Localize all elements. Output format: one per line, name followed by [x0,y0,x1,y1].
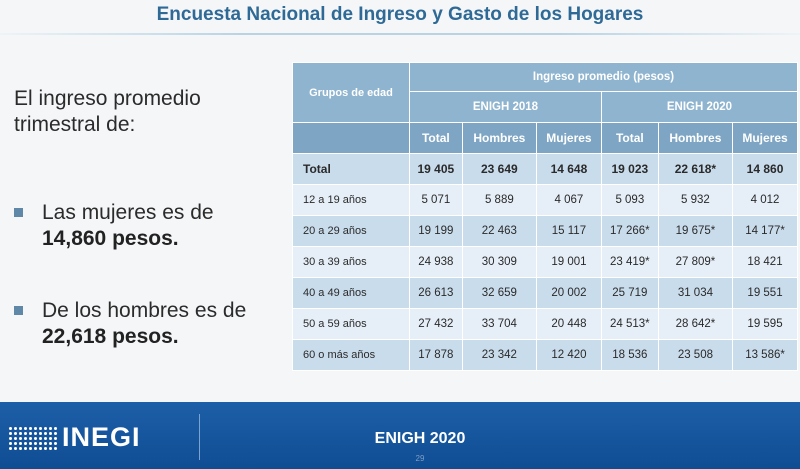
page-title: Encuesta Nacional de Ingreso y Gasto de … [156,4,644,25]
bullet-men: De los hombres es de 22,618 pesos. [14,298,276,350]
subheader-hombres-2018: Hombres [462,123,536,153]
table-cell: 5 932 [658,185,733,215]
table-cell: 14 177* [733,216,797,246]
table-row: 60 o más años 17 878 23 342 12 420 18 53… [293,340,797,370]
table-cell: 19 551 [733,278,797,308]
table-cell: 33 704 [462,309,536,339]
table-cell: 31 034 [658,278,733,308]
table-cell: 24 938 [410,247,462,277]
table-cell: 17 878 [410,340,462,370]
table-cell: 27 432 [410,309,462,339]
bullet-men-value: 22,618 pesos. [42,325,179,348]
inegi-logo: INEGI [8,422,141,453]
bullet-women-value: 14,860 pesos. [42,227,179,250]
table-row-total: Total 19 405 23 649 14 648 19 023 22 618… [293,154,797,184]
bullet-women-text: Las mujeres es de [42,201,214,224]
summary-panel: El ingreso promedio trimestral de: Las m… [14,86,276,350]
subheader-total-2018: Total [410,123,462,153]
footer-title: ENIGH 2020 [374,430,466,447]
table-cell: 4 012 [733,185,797,215]
table-cell: 26 613 [410,278,462,308]
table-cell: 22 618* [658,154,733,184]
table-cell: 14 860 [733,154,797,184]
dot-grid-logo-icon [8,425,58,450]
table-cell: 19 595 [733,309,797,339]
table-cell: 23 419* [601,247,658,277]
table-cell: 18 536 [601,340,658,370]
table-cell: 19 675* [658,216,733,246]
subheader-mujeres-2018: Mujeres [536,123,601,153]
row-label: 12 a 19 años [293,185,409,215]
table-cell: 18 421 [733,247,797,277]
table-cell: 5 093 [601,185,658,215]
footer-bar: INEGI ENIGH 2020 29 [0,402,800,469]
summary-intro: El ingreso promedio trimestral de: [14,87,201,136]
table-cell: 15 117 [536,216,601,246]
square-bullet-icon [14,208,23,217]
table-cell: 30 309 [462,247,536,277]
income-table: Grupos de edad Ingreso promedio (pesos) … [292,62,798,371]
logo-text: INEGI [62,422,141,452]
square-bullet-icon [14,306,23,315]
table-row: 40 a 49 años 26 613 32 659 20 002 25 719… [293,278,797,308]
table-cell: 27 809* [658,247,733,277]
row-label: 40 a 49 años [293,278,409,308]
table-cell: 14 648 [536,154,601,184]
table-cell: 24 513* [601,309,658,339]
table-cell: 19 001 [536,247,601,277]
table-cell: 20 002 [536,278,601,308]
footer-divider [199,414,200,460]
table-row: 50 a 59 años 27 432 33 704 20 448 24 513… [293,309,797,339]
income-super-header: Ingreso promedio (pesos) [410,63,797,91]
title-divider [0,33,800,35]
table-cell: 13 586* [733,340,797,370]
subheader-mujeres-2020: Mujeres [733,123,797,153]
table-cell: 28 642* [658,309,733,339]
table-cell: 5 889 [462,185,536,215]
table-cell: 19 199 [410,216,462,246]
row-label: Total [293,154,409,184]
year-header-2018: ENIGH 2018 [410,92,601,122]
table-row: 12 a 19 años 5 071 5 889 4 067 5 093 5 9… [293,185,797,215]
table-cell: 12 420 [536,340,601,370]
header-spacer [293,123,409,153]
bullet-women: Las mujeres es de 14,860 pesos. [14,200,276,252]
subheader-total-2020: Total [601,123,658,153]
table-cell: 17 266* [601,216,658,246]
row-label: 30 a 39 años [293,247,409,277]
table-cell: 19 023 [601,154,658,184]
row-label: 20 a 29 años [293,216,409,246]
table-cell: 22 463 [462,216,536,246]
table-cell: 20 448 [536,309,601,339]
table-cell: 25 719 [601,278,658,308]
table-cell: 32 659 [462,278,536,308]
row-label: 60 o más años [293,340,409,370]
table-cell: 19 405 [410,154,462,184]
table-cell: 23 342 [462,340,536,370]
group-column-header: Grupos de edad [293,63,409,122]
year-header-2020: ENIGH 2020 [601,92,797,122]
table-cell: 23 649 [462,154,536,184]
table-cell: 23 508 [658,340,733,370]
table-row: 20 a 29 años 19 199 22 463 15 117 17 266… [293,216,797,246]
table-row: 30 a 39 años 24 938 30 309 19 001 23 419… [293,247,797,277]
table-cell: 4 067 [536,185,601,215]
bullet-men-text: De los hombres es de [42,299,247,322]
table-cell: 5 071 [410,185,462,215]
page-number: 29 [415,454,425,463]
subheader-hombres-2020: Hombres [658,123,733,153]
row-label: 50 a 59 años [293,309,409,339]
